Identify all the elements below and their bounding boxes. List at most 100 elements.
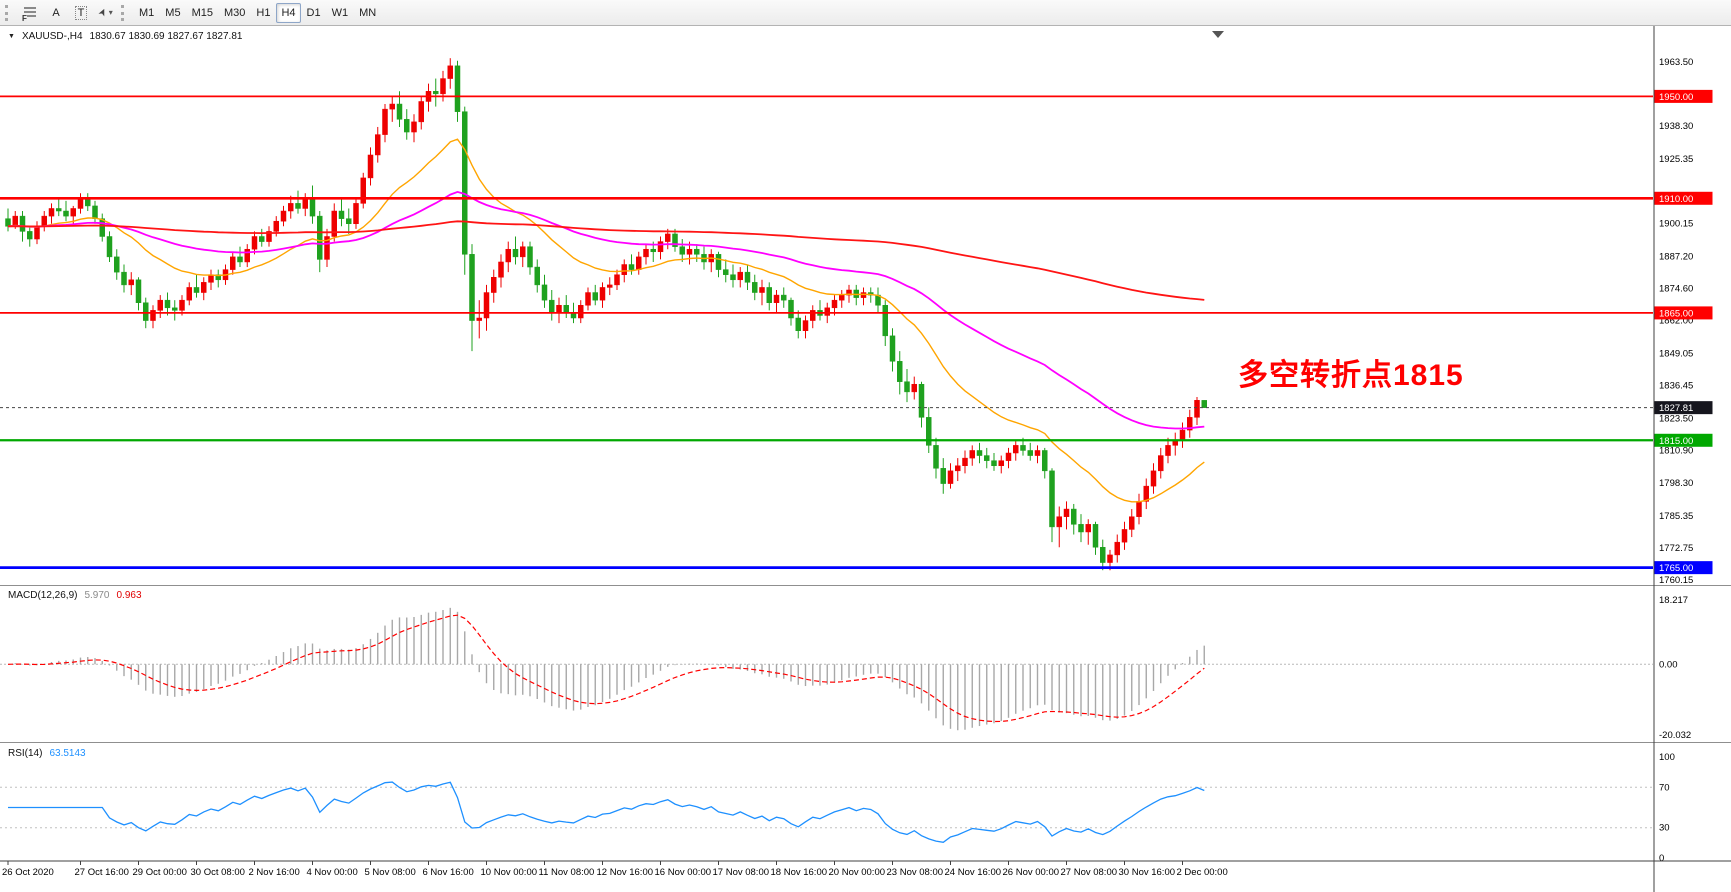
candle [962, 450, 968, 474]
candle [433, 78, 439, 107]
timeframe-m5-button[interactable]: M5 [160, 3, 185, 23]
candle [955, 458, 961, 482]
axis-label: 1900.15 [1659, 218, 1693, 229]
chart-canvas[interactable]: 1963.50 1938.30 1925.35 1900.15 1887.20 1874.… [0, 26, 1731, 892]
axis-label: 1760.15 [1659, 575, 1693, 586]
axis-label: 1874.60 [1659, 283, 1693, 294]
axis-label: 2 Dec 00:00 [1177, 867, 1228, 878]
candle [375, 126, 381, 163]
timeframe-d1-button[interactable]: D1 [302, 3, 326, 23]
candle [498, 254, 504, 288]
candle [454, 60, 461, 122]
time-axis[interactable]: 26 Oct 2020 27 Oct 16:00 29 Oct 00:00 30 Oc… [0, 860, 1731, 878]
price-badge-1765.00 [1654, 561, 1713, 575]
panel-divider[interactable] [0, 585, 1731, 586]
candle [360, 172, 366, 209]
text-label-glyph: T [74, 5, 88, 20]
candle [1150, 463, 1157, 494]
candle [991, 453, 997, 471]
axis-label: 1963.50 [1659, 57, 1693, 68]
hlines-layer [0, 95, 1653, 570]
axis-label: 16 Nov 00:00 [655, 867, 712, 878]
candle [1129, 509, 1135, 538]
candle [27, 226, 33, 247]
price-axis[interactable]: 1963.50 1938.30 1925.35 1900.15 1887.20 1874.… [1653, 26, 1713, 892]
collapse-triangle-icon[interactable]: ▼ [8, 33, 15, 40]
rsi-panel [0, 781, 1653, 843]
candle [926, 407, 932, 454]
candle [150, 305, 156, 329]
candle [483, 284, 490, 331]
text-label-tool-button[interactable]: T [69, 3, 93, 23]
macd-main-value: 5.970 [84, 590, 110, 601]
candle [744, 264, 751, 290]
indicators-button[interactable]: F [18, 3, 43, 23]
axis-label: 30 Nov 16:00 [1119, 867, 1176, 878]
candle [172, 300, 178, 321]
candle [1092, 521, 1099, 555]
candle [324, 228, 330, 268]
candle [614, 269, 620, 290]
axis-label: 6 Nov 16:00 [423, 867, 474, 878]
candle [882, 300, 888, 347]
price-badge-1865.00 [1654, 306, 1713, 320]
candle [237, 246, 243, 268]
axis-label: 23 Nov 08:00 [887, 867, 944, 878]
timeframe-m15-button[interactable]: M15 [187, 3, 218, 23]
candle [534, 259, 540, 293]
timeframe-m30-button[interactable]: M30 [219, 3, 250, 23]
candle [447, 58, 453, 89]
axis-label: 1785.35 [1659, 511, 1693, 522]
text-tool-button[interactable]: A [44, 3, 68, 23]
rsi-name: RSI(14) [8, 748, 43, 759]
ma-line-medium [7, 190, 1205, 430]
candle [1056, 506, 1062, 548]
chart-header: ▼ XAUUSD-,H4 1830.67 1830.69 1827.67 182… [8, 31, 242, 42]
cursor-tool-button[interactable]: ➤ ▾ [94, 3, 118, 23]
toolbar-grip-2[interactable] [121, 4, 128, 21]
timeframe-mn-button[interactable]: MN [354, 3, 381, 23]
candles-layer [5, 58, 1207, 571]
candle [1194, 396, 1200, 425]
candle [976, 442, 983, 464]
candle [157, 295, 163, 319]
axis-label: 18.217 [1659, 595, 1688, 606]
candle [266, 226, 272, 247]
candle [353, 198, 359, 229]
ma-line-fast [7, 138, 1205, 503]
candle [933, 437, 939, 479]
chart-shift-marker-icon[interactable] [1212, 31, 1224, 38]
axis-label: 1865.00 [1659, 308, 1693, 319]
candle [585, 287, 591, 311]
rsi-line [8, 781, 1205, 843]
candle [106, 231, 113, 262]
timeframe-h1-button[interactable]: H1 [251, 3, 275, 23]
toolbar: F A T ➤ ▾ M1 M5 M15 M30 H1 H4 D1 W1 MN [0, 0, 1731, 26]
timeframe-w1-button[interactable]: W1 [327, 3, 354, 23]
candle [295, 190, 301, 214]
timeframe-m1-button[interactable]: M1 [134, 3, 159, 23]
ohlc-values: 1830.67 1830.69 1827.67 1827.81 [89, 31, 243, 42]
candle [476, 300, 482, 339]
toolbar-grip[interactable] [5, 4, 12, 21]
timeframe-h4-button[interactable]: H4 [276, 2, 301, 23]
candle [810, 305, 816, 329]
price-badge-1910.00 [1654, 191, 1713, 205]
axis-label: 100 [1659, 752, 1675, 763]
macd-name: MACD(12,26,9) [8, 590, 78, 601]
candle [759, 279, 765, 306]
price-badge-1950.00 [1654, 89, 1713, 103]
axis-label: 1938.30 [1659, 121, 1693, 132]
candle [251, 231, 258, 255]
candle [1063, 501, 1070, 530]
candle [193, 274, 200, 298]
candle [56, 198, 62, 217]
candle [469, 244, 475, 352]
candle [578, 300, 584, 324]
panel-divider[interactable] [0, 742, 1731, 743]
panel-divider-hl [0, 586, 1731, 587]
candle [1143, 478, 1149, 510]
axis-label: 2 Nov 16:00 [249, 867, 300, 878]
candle [781, 287, 787, 308]
axis-label: 1836.45 [1659, 381, 1693, 392]
